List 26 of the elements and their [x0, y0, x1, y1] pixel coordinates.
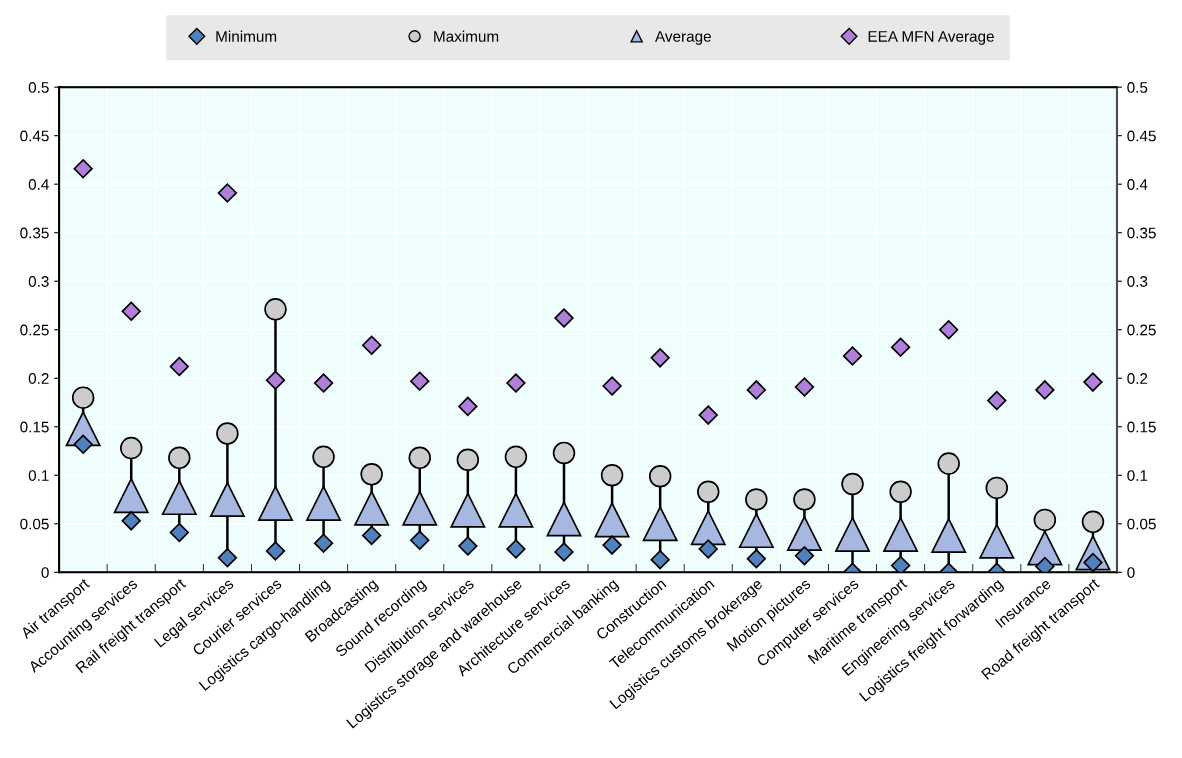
y-tick-label: 0.3 — [28, 276, 49, 287]
y-tick-label: 0.1 — [28, 470, 49, 481]
y-tick-label: 0.4 — [28, 179, 49, 190]
y-tick-label: 0.2 — [28, 373, 49, 384]
y2-tick-label: 0 — [1127, 567, 1135, 578]
y-tick-label: 0 — [41, 567, 49, 578]
y-tick-label: 0.15 — [20, 421, 49, 433]
y-tick-label: 0.05 — [20, 518, 49, 530]
legend-label: Minimum — [216, 30, 277, 42]
legend-label: Average — [655, 31, 711, 45]
y2-tick-label: 0.15 — [1127, 421, 1156, 433]
y2-tick-label: 0.5 — [1127, 82, 1148, 93]
y2-tick-label: 0.2 — [1127, 373, 1148, 384]
y2-tick-label: 0.05 — [1127, 518, 1156, 530]
y2-tick-label: 0.1 — [1127, 470, 1148, 481]
legend-label: Maximum — [434, 30, 499, 42]
y2-tick-label: 0.25 — [1127, 324, 1156, 336]
y2-tick-label: 0.4 — [1127, 179, 1148, 190]
y2-tick-label: 0.35 — [1127, 227, 1156, 239]
y-tick-label: 0.5 — [28, 82, 49, 93]
y-tick-label: 0.35 — [20, 227, 49, 239]
y2-tick-label: 0.3 — [1127, 276, 1148, 287]
y-tick-label: 0.25 — [20, 324, 49, 336]
y-tick-label: 0.45 — [20, 130, 49, 142]
legend-label: EEA MFN Average — [868, 31, 994, 45]
y2-tick-label: 0.45 — [1127, 130, 1156, 142]
